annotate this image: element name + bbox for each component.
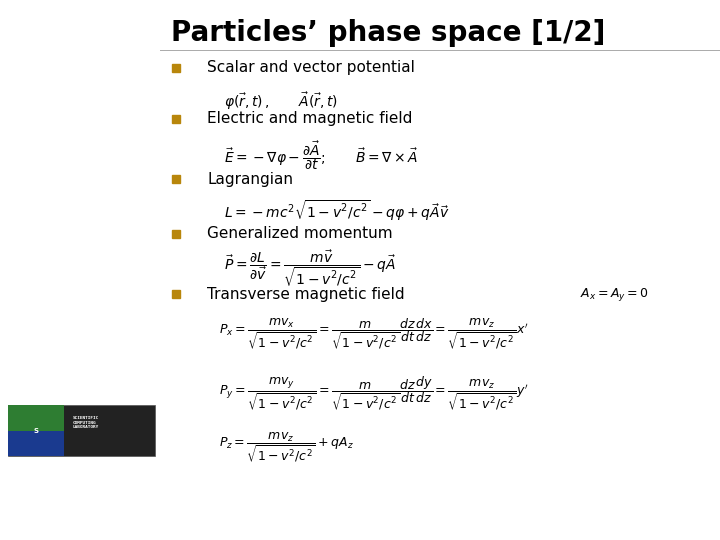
Text: Transverse magnetic field: Transverse magnetic field: [207, 287, 405, 302]
Text: Generalized momentum: Generalized momentum: [207, 226, 393, 241]
Bar: [8, 431, 64, 456]
Text: $L=-mc^2\sqrt{1-v^2/c^2}-q\varphi+q\vec{A}\vec{v}$: $L=-mc^2\sqrt{1-v^2/c^2}-q\varphi+q\vec{…: [224, 198, 450, 223]
Text: Feb 24, 2009: Feb 24, 2009: [48, 487, 112, 496]
Text: $P_x=\dfrac{mv_x}{\sqrt{1-v^2/c^2}}=\dfrac{m}{\sqrt{1-v^2/c^2}}\dfrac{dz}{dt}\df: $P_x=\dfrac{mv_x}{\sqrt{1-v^2/c^2}}=\dfr…: [219, 317, 528, 353]
Text: $P_z=\dfrac{mv_z}{\sqrt{1-v^2/c^2}}+qA_z$: $P_z=\dfrac{mv_z}{\sqrt{1-v^2/c^2}}+qA_z…: [219, 431, 354, 465]
Text: $\vec{E}=-\nabla\varphi-\dfrac{\partial\vec{A}}{\partial t};\qquad\vec{B}=\nabla: $\vec{E}=-\nabla\varphi-\dfrac{\partial\…: [224, 139, 419, 172]
Bar: [8, 405, 155, 456]
Text: Electric and magnetic field: Electric and magnetic field: [207, 111, 413, 126]
Text: $A_x=A_y=0$: $A_x=A_y=0$: [580, 286, 649, 303]
Text: $\vec{P}=\dfrac{\partial L}{\partial\vec{v}}=\dfrac{m\vec{v}}{\sqrt{1-v^2/c^2}}-: $\vec{P}=\dfrac{\partial L}{\partial\vec…: [224, 248, 397, 289]
Text: Lagrangian: Lagrangian: [207, 172, 294, 187]
Text: Scalar and vector potential: Scalar and vector potential: [207, 60, 415, 75]
Text: $\varphi(\vec{r},t)\,,\qquad\vec{A}(\vec{r},t)$: $\varphi(\vec{r},t)\,,\qquad\vec{A}(\vec…: [224, 90, 338, 112]
Text: SCIENTIFIC
COMPUTING
LABORATORY: SCIENTIFIC COMPUTING LABORATORY: [73, 416, 99, 429]
Text: $P_y=\dfrac{mv_y}{\sqrt{1-v^2/c^2}}=\dfrac{m}{\sqrt{1-v^2/c^2}}\dfrac{dz}{dt}\df: $P_y=\dfrac{mv_y}{\sqrt{1-v^2/c^2}}=\dfr…: [219, 375, 528, 413]
Text: S: S: [33, 428, 38, 434]
Text: Particles’ phase space [1/2]: Particles’ phase space [1/2]: [171, 19, 606, 47]
Bar: [8, 405, 64, 431]
